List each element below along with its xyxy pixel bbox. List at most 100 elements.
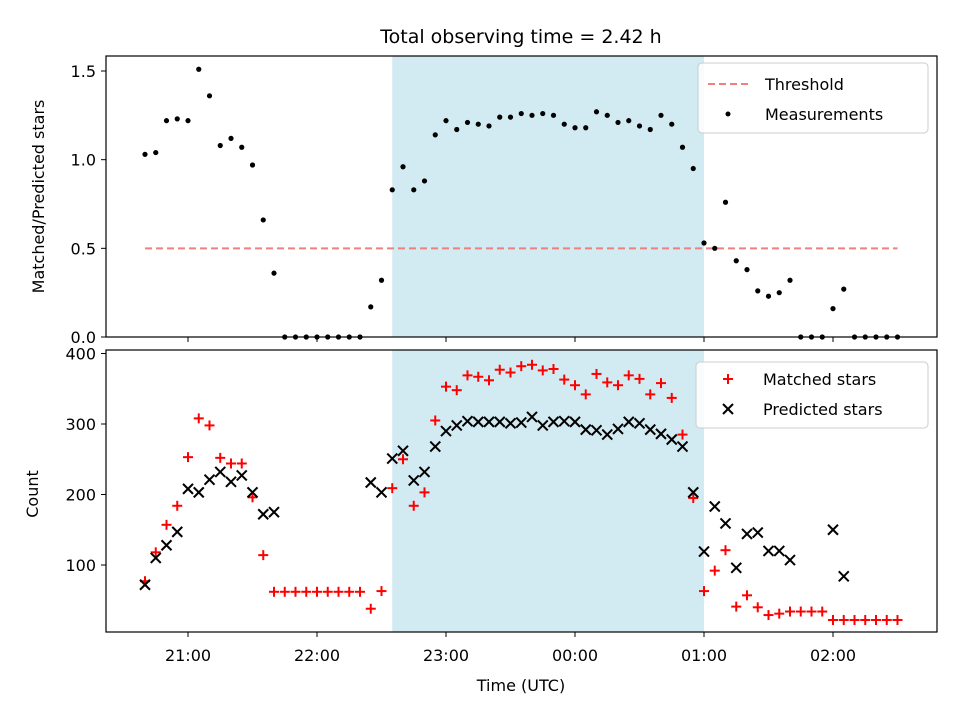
measurement-point — [787, 277, 793, 283]
measurement-point — [776, 290, 782, 296]
predicted-point — [418, 466, 431, 478]
measurement-point — [228, 135, 234, 141]
x-tick-label: 23:00 — [423, 646, 469, 665]
legend-matched-swatch — [723, 374, 733, 384]
predicted-point — [762, 545, 775, 557]
matched-point — [322, 586, 333, 597]
chart-title: Total observing time = 2.42 h — [379, 26, 661, 48]
predicted-point — [838, 570, 850, 582]
measurement-point — [604, 112, 610, 118]
matched-point — [527, 359, 537, 370]
legend-threshold-label: Threshold — [764, 75, 844, 94]
measurement-point — [550, 112, 557, 118]
measurement-point — [163, 118, 170, 124]
measurement-point — [153, 149, 159, 156]
predicted-point — [827, 524, 839, 536]
measurement-point — [626, 118, 632, 124]
predicted-point — [225, 476, 237, 488]
matched-point — [408, 500, 419, 511]
predicted-point — [365, 476, 377, 489]
top-y-axis-label: Matched/Predicted stars — [29, 100, 48, 294]
matched-point — [871, 614, 881, 625]
predicted-point — [773, 545, 785, 557]
predicted-point — [193, 486, 205, 499]
matched-point — [548, 364, 559, 375]
measurement-point — [722, 199, 729, 205]
matched-point — [785, 606, 795, 617]
measurement-point — [712, 245, 718, 251]
measurement-point — [658, 112, 664, 118]
measurement-point — [432, 132, 438, 138]
legend-predicted-label: Predicted stars — [763, 400, 883, 419]
measurement-point — [572, 125, 578, 131]
bottom-y-tick-label: 300 — [65, 415, 96, 434]
measurement-point — [529, 112, 535, 118]
bottom-panel: 100 200 300 400 Count Matched stars Predict… — [23, 345, 938, 637]
measurement-point — [400, 164, 406, 170]
measurement-point — [421, 178, 428, 184]
predicted-point — [246, 486, 259, 499]
predicted-point — [709, 500, 721, 513]
matched-point — [312, 586, 322, 597]
matched-point — [365, 603, 376, 614]
matched-point — [774, 608, 785, 619]
matched-point — [656, 378, 666, 389]
predicted-point — [160, 539, 173, 551]
measurement-point — [507, 114, 514, 120]
measurement-point — [830, 306, 836, 312]
matched-point — [709, 565, 720, 576]
matched-point — [441, 381, 451, 392]
measurement-point — [583, 125, 589, 131]
legend-matched-label: Matched stars — [763, 370, 876, 389]
predicted-point — [612, 423, 624, 435]
measurement-point — [239, 144, 245, 150]
matched-point — [376, 586, 387, 597]
matched-point — [387, 483, 398, 494]
matched-point — [688, 493, 699, 504]
measurement-point — [669, 121, 675, 127]
predicted-point — [730, 562, 742, 574]
matched-point — [258, 550, 269, 561]
matched-point — [494, 364, 505, 375]
top-legend-box — [697, 62, 929, 134]
top-axes-frame — [105, 55, 938, 338]
top-observing-window — [392, 56, 704, 337]
predicted-point — [182, 483, 194, 495]
predicted-point — [429, 440, 441, 453]
predicted-point — [150, 552, 162, 564]
matched-point — [505, 367, 516, 378]
measurement-point — [443, 118, 449, 124]
matched-point — [301, 586, 312, 597]
predicted-point — [569, 416, 581, 428]
top-y-tick-label: 1.0 — [71, 151, 96, 170]
measurement-point — [744, 267, 750, 273]
matched-point — [720, 545, 731, 556]
measurement-point — [260, 217, 266, 223]
predicted-point — [666, 433, 678, 446]
matched-point — [333, 586, 344, 597]
matched-point — [193, 413, 204, 424]
matched-point — [828, 614, 838, 625]
predicted-point — [741, 528, 753, 540]
measurement-point — [217, 142, 223, 149]
measurement-point — [765, 293, 772, 299]
bottom-axes-frame — [105, 349, 938, 633]
predicted-point — [590, 424, 603, 437]
predicted-point — [483, 416, 495, 428]
matched-point — [473, 371, 484, 382]
matched-point — [817, 606, 828, 617]
top-axis-ticks: 0.0 0.5 1.0 1.5 — [71, 62, 834, 347]
matched-point — [183, 452, 193, 463]
matched-point — [613, 380, 623, 391]
predicted-point — [214, 466, 226, 478]
measurement-point — [486, 123, 492, 129]
x-tick-label: 21:00 — [165, 646, 211, 665]
x-tick-labels: 21:00 22:00 23:00 00:00 01:00 02:00 — [165, 646, 856, 665]
bottom-legend: Matched stars Predicted stars — [695, 361, 929, 429]
measurement-point — [841, 286, 847, 292]
matched-point — [430, 415, 441, 426]
predicted-point — [268, 506, 280, 518]
predicted-point — [526, 411, 538, 423]
measurement-points — [142, 66, 901, 340]
matched-point — [742, 590, 752, 601]
